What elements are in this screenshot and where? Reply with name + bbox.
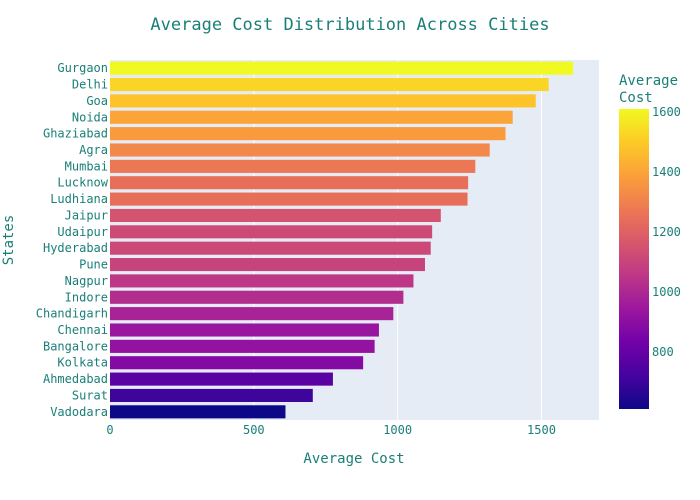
colorbar-gradient bbox=[619, 109, 649, 409]
bar-ludhiana[interactable] bbox=[110, 192, 468, 206]
y-tick-label: Nagpur bbox=[65, 274, 108, 288]
bar-vadodara[interactable] bbox=[110, 405, 286, 419]
bar-mumbai[interactable] bbox=[110, 159, 476, 173]
colorbar-tick-label: 1600 bbox=[652, 105, 681, 119]
y-tick-labels: Gurgaon Delhi Goa Noida Ghaziabad Agra Mumbai L… bbox=[36, 61, 109, 419]
bar-surat[interactable] bbox=[110, 388, 313, 402]
bar-chandigarh[interactable] bbox=[110, 307, 394, 321]
bar-ghaziabad[interactable] bbox=[110, 127, 506, 141]
colorbar-tick-label: 800 bbox=[652, 345, 674, 359]
bar-gurgaon[interactable] bbox=[110, 61, 574, 75]
colorbar-tick-label: 1000 bbox=[652, 285, 681, 299]
bar-agra[interactable] bbox=[110, 143, 490, 157]
colorbar-title-line-2: Cost bbox=[619, 90, 653, 106]
bar-chennai[interactable] bbox=[110, 323, 379, 337]
bars bbox=[110, 61, 574, 419]
x-tick-label: 500 bbox=[243, 423, 265, 437]
y-axis-title: States bbox=[1, 215, 17, 266]
bar-indore[interactable] bbox=[110, 290, 404, 304]
y-tick-label: Mumbai bbox=[65, 159, 108, 173]
x-tick-label: 1500 bbox=[527, 423, 556, 437]
bar-bangalore[interactable] bbox=[110, 339, 375, 353]
x-tick-label: 1000 bbox=[383, 423, 412, 437]
y-tick-label: Agra bbox=[79, 143, 108, 157]
y-tick-label: Gurgaon bbox=[57, 61, 108, 75]
colorbar: Average Cost 800 1000 1200 1400 1600 bbox=[619, 73, 681, 409]
bar-nagpur[interactable] bbox=[110, 274, 414, 288]
y-tick-label: Hyderabad bbox=[43, 241, 108, 255]
y-tick-label: Surat bbox=[72, 388, 108, 402]
bar-goa[interactable] bbox=[110, 94, 536, 108]
x-tick-label: 0 bbox=[106, 423, 113, 437]
colorbar-ticks: 800 1000 1200 1400 1600 bbox=[652, 105, 681, 359]
y-tick-label: Vadodara bbox=[50, 405, 108, 419]
y-tick-label: Chennai bbox=[57, 323, 108, 337]
y-tick-label: Jaipur bbox=[65, 208, 108, 222]
bar-delhi[interactable] bbox=[110, 78, 549, 92]
chart-title: Average Cost Distribution Across Cities bbox=[150, 15, 549, 35]
y-tick-label: Kolkata bbox=[57, 356, 108, 370]
y-tick-label: Ghaziabad bbox=[43, 127, 108, 141]
bar-jaipur[interactable] bbox=[110, 208, 441, 222]
y-tick-label: Lucknow bbox=[57, 176, 108, 190]
bar-udaipur[interactable] bbox=[110, 225, 433, 239]
bar-kolkata[interactable] bbox=[110, 356, 364, 370]
colorbar-tick-label: 1400 bbox=[652, 165, 681, 179]
y-tick-label: Udaipur bbox=[57, 225, 108, 239]
y-tick-label: Indore bbox=[65, 290, 108, 304]
bar-pune[interactable] bbox=[110, 258, 425, 272]
bar-ahmedabad[interactable] bbox=[110, 372, 333, 386]
bar-hyderabad[interactable] bbox=[110, 241, 431, 255]
colorbar-title-line-1: Average bbox=[619, 73, 678, 89]
colorbar-tick-label: 1200 bbox=[652, 225, 681, 239]
x-tick-labels: 0 500 1000 1500 bbox=[106, 423, 556, 437]
y-tick-label: Pune bbox=[79, 258, 108, 272]
y-tick-label: Bangalore bbox=[43, 339, 108, 353]
y-tick-label: Chandigarh bbox=[36, 307, 108, 321]
bar-lucknow[interactable] bbox=[110, 176, 469, 190]
y-tick-label: Ludhiana bbox=[50, 192, 108, 206]
y-tick-label: Noida bbox=[72, 110, 108, 124]
bar-noida[interactable] bbox=[110, 110, 513, 124]
x-axis-title: Average Cost bbox=[303, 451, 404, 467]
y-tick-label: Delhi bbox=[72, 78, 108, 92]
y-tick-label: Ahmedabad bbox=[43, 372, 108, 386]
y-tick-label: Goa bbox=[86, 94, 108, 108]
